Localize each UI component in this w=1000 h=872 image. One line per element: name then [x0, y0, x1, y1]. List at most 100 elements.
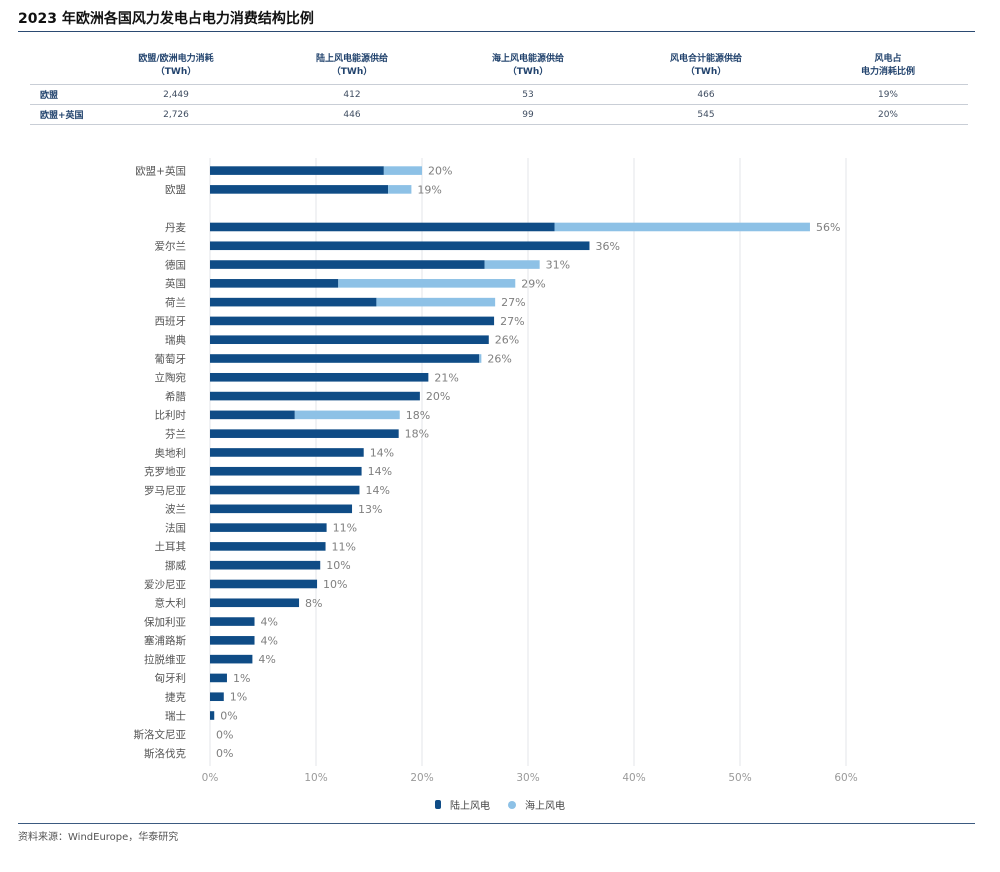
- bar-onshore: [210, 279, 339, 288]
- data-label: 4%: [258, 653, 275, 666]
- data-label: 26%: [487, 353, 511, 366]
- data-label: 27%: [500, 315, 524, 328]
- bar-onshore: [210, 297, 377, 307]
- header-unit: （TWh）: [155, 67, 197, 77]
- bar-offshore: [294, 410, 400, 420]
- bar-onshore: [210, 654, 253, 664]
- data-label: 21%: [434, 371, 458, 384]
- bar-onshore: [210, 617, 255, 626]
- table-cell: 53: [452, 84, 604, 105]
- bar-offshore: [479, 354, 482, 363]
- chart-legend: 陆上风电 海上风电: [0, 797, 1000, 812]
- bar-onshore: [210, 185, 389, 194]
- data-label: 10%: [326, 559, 350, 572]
- data-label: 8%: [305, 597, 322, 610]
- bar-onshore: [210, 598, 300, 608]
- footer-divider: [18, 823, 975, 824]
- title-divider: [18, 31, 975, 32]
- table-cell: 545: [604, 104, 808, 125]
- bar-offshore: [383, 166, 422, 175]
- data-label: 11%: [332, 540, 356, 553]
- bar-onshore: [210, 335, 489, 345]
- bar-offshore: [388, 185, 412, 194]
- data-label: 14%: [365, 484, 389, 497]
- category-label: 挪威: [165, 559, 186, 572]
- header-unit: （TWh）: [685, 67, 727, 77]
- table-cell: 99: [452, 104, 604, 125]
- data-label: 1%: [233, 672, 250, 685]
- bar-onshore: [210, 523, 327, 532]
- bar-onshore: [210, 560, 321, 570]
- data-label: 19%: [417, 183, 441, 196]
- wind-share-bar-chart: 0% 10% 20% 30% 40% 50% 60% 欧盟+英国 20% 欧盟 19% 丹麦 56% 爱尔…: [134, 158, 858, 784]
- bar-offshore: [338, 279, 516, 288]
- category-label: 意大利: [155, 597, 187, 610]
- category-label: 爱沙尼亚: [144, 578, 186, 591]
- header-line: 电力消耗比例: [860, 67, 915, 77]
- table-row: 欧盟+英国 2,726 446 99 545 20%: [30, 104, 968, 125]
- bar-onshore: [210, 391, 420, 401]
- source-note: 资料来源：WindEurope，华泰研究: [18, 832, 179, 843]
- legend-marker-onshore: [435, 800, 441, 809]
- bar-offshore: [376, 297, 496, 307]
- data-label: 11%: [333, 522, 357, 535]
- category-label: 奥地利: [155, 446, 187, 459]
- bar-onshore: [210, 692, 224, 702]
- category-label: 匈牙利: [155, 672, 187, 685]
- data-label: 36%: [595, 240, 619, 253]
- data-label: 4%: [261, 616, 278, 629]
- category-label: 瑞士: [165, 709, 186, 722]
- x-tick-label: 10%: [304, 772, 327, 784]
- category-label: 捷克: [165, 691, 186, 704]
- data-label: 31%: [546, 259, 570, 272]
- bar-onshore: [210, 222, 555, 232]
- data-label: 18%: [405, 428, 429, 441]
- category-label: 荷兰: [165, 296, 186, 309]
- category-label: 西班牙: [155, 316, 187, 328]
- bar-onshore: [210, 579, 318, 589]
- header-cell: 欧盟/欧洲电力消耗 （TWh）: [100, 48, 252, 85]
- bar-onshore: [210, 429, 399, 438]
- bar-onshore: [210, 260, 485, 269]
- data-label: 0%: [220, 710, 237, 723]
- bar-onshore: [210, 636, 255, 645]
- x-tick-label: 30%: [516, 772, 539, 784]
- bar-onshore: [210, 241, 590, 251]
- header-line: 海上风电能源供给: [491, 54, 564, 64]
- legend-marker-offshore: [508, 800, 516, 809]
- row-label: 欧盟: [30, 84, 100, 105]
- data-label: 26%: [495, 334, 519, 347]
- table-cell: 2,449: [100, 84, 252, 105]
- bar-onshore: [210, 316, 495, 326]
- bar-onshore: [210, 166, 384, 175]
- category-label: 克罗地亚: [144, 465, 186, 478]
- category-label: 丹麦: [165, 222, 186, 234]
- data-label: 27%: [501, 296, 525, 309]
- category-label: 葡萄牙: [155, 352, 187, 365]
- category-label: 斯洛伐克: [144, 747, 186, 760]
- bar-onshore: [210, 410, 295, 420]
- category-label: 立陶宛: [155, 371, 187, 384]
- category-label: 拉脱维亚: [144, 653, 186, 666]
- bar-onshore: [210, 354, 480, 363]
- table-cell: 19%: [808, 84, 968, 105]
- table-row: 欧盟 2,449 412 53 466 19%: [30, 84, 968, 105]
- data-label: 1%: [230, 691, 247, 704]
- data-label: 29%: [521, 277, 545, 290]
- bar-onshore: [210, 673, 227, 683]
- legend-label-offshore: 海上风电: [525, 801, 565, 812]
- x-tick-label: 50%: [728, 772, 751, 784]
- legend-item-onshore: 陆上风电: [435, 797, 490, 812]
- header-unit: （TWh）: [507, 67, 549, 77]
- data-label: 14%: [368, 465, 392, 478]
- bar-onshore: [210, 466, 362, 476]
- category-label: 保加利亚: [144, 615, 186, 628]
- data-label: 20%: [428, 165, 452, 178]
- data-label: 56%: [816, 221, 840, 234]
- category-label: 爱尔兰: [155, 240, 187, 253]
- header-cell: 陆上风电能源供给 （TWh）: [252, 48, 452, 85]
- data-label: 13%: [358, 503, 382, 516]
- bar-offshore: [484, 260, 540, 269]
- category-label: 瑞典: [165, 334, 186, 347]
- category-label: 土耳其: [155, 540, 187, 553]
